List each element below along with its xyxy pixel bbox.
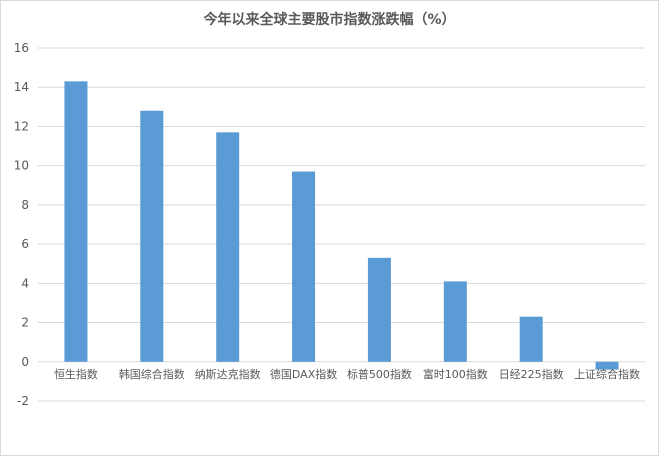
category-label: 韩国综合指数: [119, 367, 185, 381]
y-tick-label: 4: [21, 276, 29, 290]
category-label: 上证综合指数: [574, 367, 640, 381]
bar: [140, 110, 164, 362]
bar: [216, 132, 240, 362]
y-tick-label: 8: [21, 198, 29, 212]
category-label: 标普500指数: [347, 367, 412, 381]
bar: [443, 281, 467, 362]
category-label: 德国DAX指数: [270, 367, 337, 381]
y-tick-label: 12: [14, 119, 29, 133]
bar: [595, 361, 619, 370]
y-tick-label: 6: [21, 237, 29, 251]
y-tick-label: 0: [21, 355, 29, 369]
category-label: 恒生指数: [54, 367, 98, 381]
category-label: 富时100指数: [423, 367, 488, 381]
category-label: 纳斯达克指数: [195, 367, 261, 381]
y-tick-label: 10: [14, 159, 29, 173]
bar: [64, 81, 88, 362]
chart-title: 今年以来全球主要股市指数涨跌幅（%）: [203, 12, 456, 28]
bar: [292, 171, 316, 362]
y-tick-label: 16: [14, 41, 29, 55]
y-tick-label: 2: [21, 316, 29, 330]
y-tick-label: 14: [14, 80, 29, 94]
y-tick-label: -2: [17, 394, 29, 408]
bar: [367, 257, 391, 362]
category-label: 日经225指数: [499, 367, 564, 381]
bar: [519, 316, 543, 362]
